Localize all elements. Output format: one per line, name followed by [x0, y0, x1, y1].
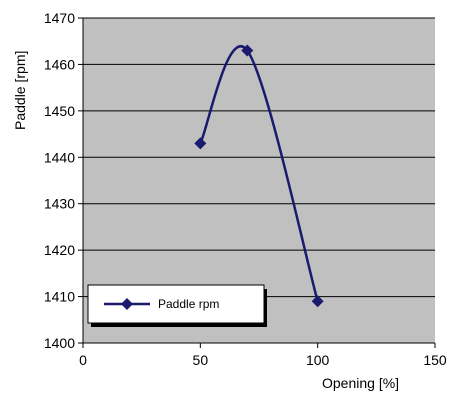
- x-tick-label: 100: [306, 352, 330, 368]
- data-point-marker: [241, 44, 254, 57]
- y-tick-label: 1460: [44, 56, 75, 72]
- x-tick-label: 150: [423, 352, 447, 368]
- data-point-marker: [311, 295, 324, 308]
- y-tick-label: 1410: [44, 289, 75, 305]
- y-tick-label: 1440: [44, 149, 75, 165]
- series-group: [194, 44, 324, 308]
- data-point-marker: [194, 137, 207, 150]
- y-tick-label: 1430: [44, 196, 75, 212]
- y-axis-title: Paddle [rpm]: [12, 51, 28, 130]
- x-tick-label: 50: [193, 352, 209, 368]
- legend-label: Paddle rpm: [158, 297, 219, 311]
- legend-series-marker: [121, 298, 133, 310]
- y-tick-label: 1470: [44, 10, 75, 26]
- axis-ticks: 1400 1410 1420 1430 1440 1450 1460 1470 0 50 100 15…: [44, 10, 447, 368]
- series-line: [199, 45, 319, 302]
- y-tick-label: 1450: [44, 103, 75, 119]
- y-tick-label: 1420: [44, 242, 75, 258]
- x-tick-label: 0: [79, 352, 87, 368]
- legend: Paddle rpm: [87, 284, 267, 327]
- x-axis-title: Opening [%]: [322, 375, 399, 391]
- y-tick-label: 1400: [44, 335, 75, 351]
